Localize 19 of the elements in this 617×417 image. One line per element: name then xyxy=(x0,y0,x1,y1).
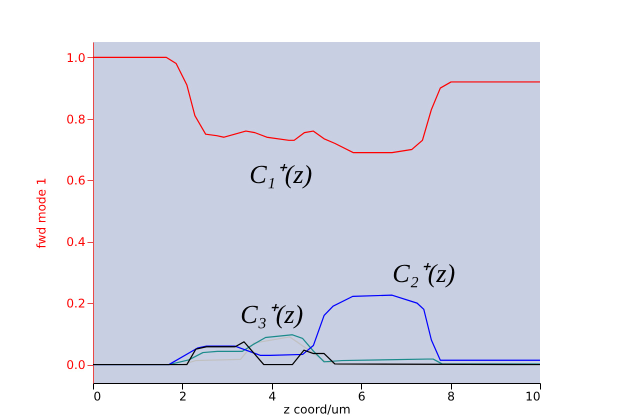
y-tick-label: 0.6 xyxy=(66,174,86,188)
y-tick-label: 0.2 xyxy=(66,296,86,311)
x-tick-label: 0 xyxy=(94,390,102,404)
annotation: C₂⁺(z) xyxy=(392,258,456,288)
x-tick-label: 8 xyxy=(447,390,455,404)
y-tick-label: 0.4 xyxy=(66,235,86,250)
x-tick-label: 2 xyxy=(179,390,187,404)
line-series xyxy=(92,341,541,366)
x-tick-label: 6 xyxy=(358,390,366,404)
annotation: C₁⁺(z) xyxy=(249,160,312,189)
line-series xyxy=(92,56,541,154)
x-tick-label: 10 xyxy=(525,390,540,404)
annotation: C₃⁺(z) xyxy=(240,300,304,329)
y-axis-title: fwd mode 1 xyxy=(34,178,48,248)
x-tick-label: 4 xyxy=(268,390,276,404)
x-axis-title: z coord/um xyxy=(283,402,351,416)
y-tick-label: 1.0 xyxy=(66,50,86,65)
y-tick-label: 0.8 xyxy=(66,112,86,126)
y-tick-label: 0.0 xyxy=(66,358,86,372)
